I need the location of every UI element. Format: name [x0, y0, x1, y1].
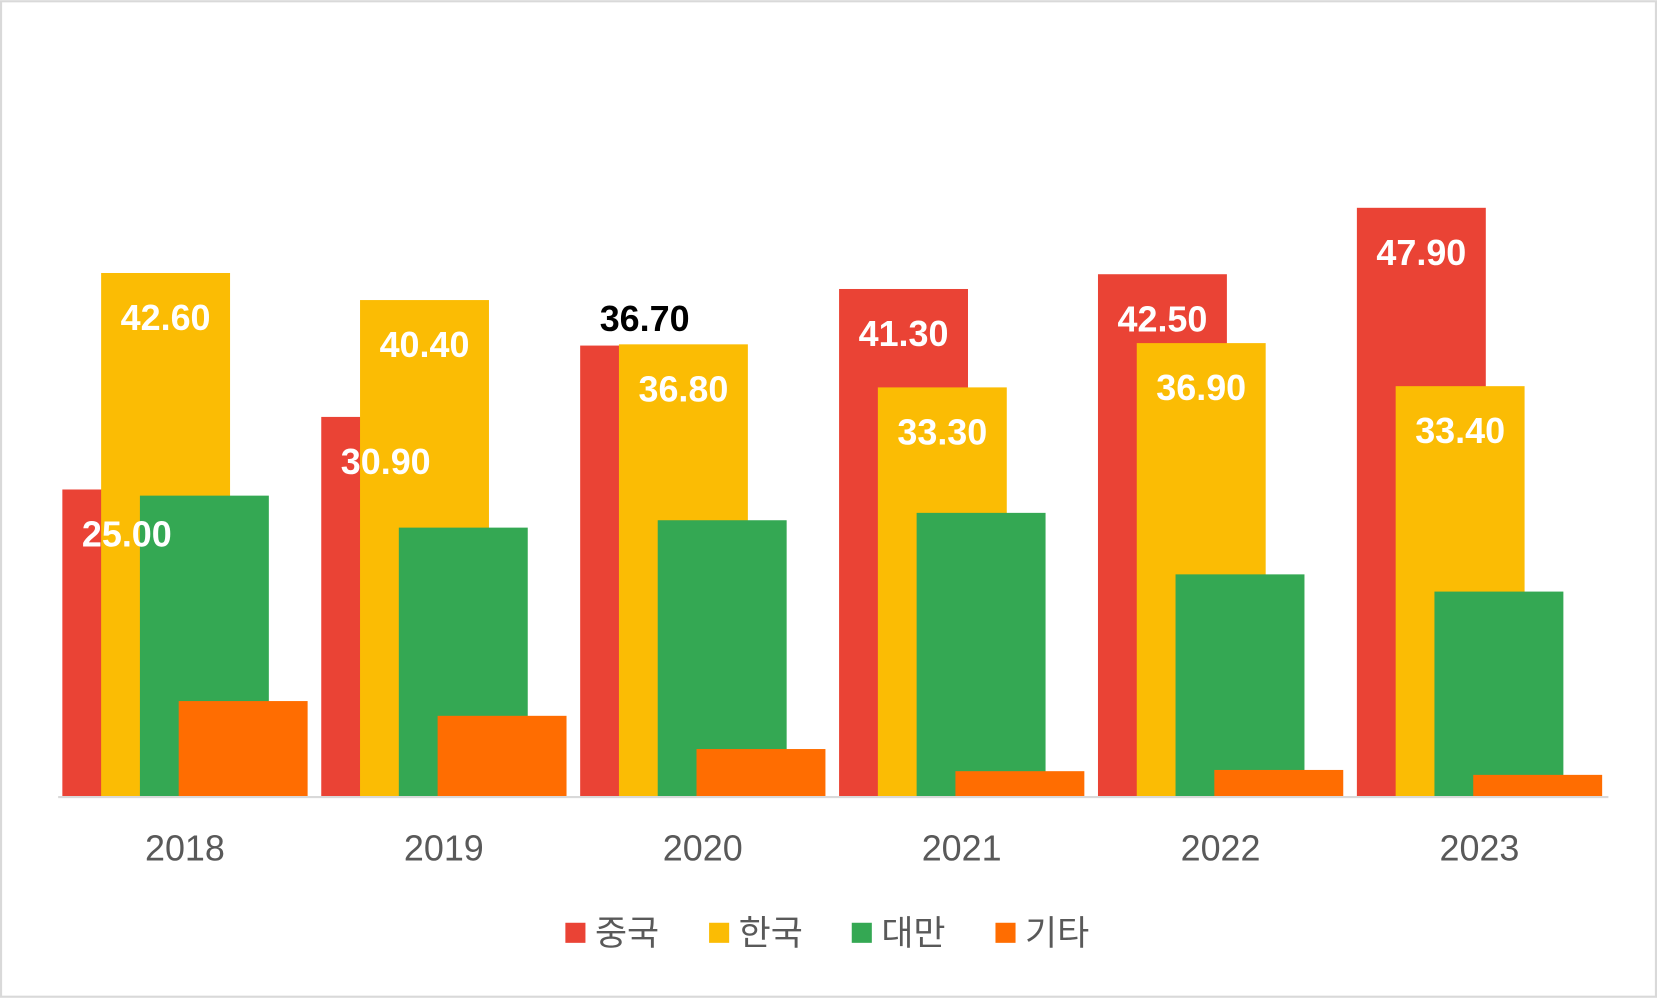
- legend-swatch: [709, 922, 730, 943]
- x-tick-label: 2019: [404, 827, 484, 868]
- bar-2018-series-3: [178, 701, 308, 798]
- bar-2023-series-3: [1473, 774, 1603, 798]
- x-tick-label: 2020: [663, 827, 743, 868]
- bars: [62, 207, 1603, 798]
- data-label-2018-series-1: 42.60: [121, 297, 211, 338]
- x-tick-label: 2022: [1181, 827, 1261, 868]
- bar-2022-series-3: [1214, 769, 1344, 798]
- legend-label: 한국: [739, 914, 803, 953]
- data-label-2021-series-1: 33.30: [897, 411, 987, 452]
- legend-label: 대만: [881, 914, 945, 953]
- data-label-2020-series-1: 36.80: [638, 368, 728, 409]
- x-tick-label: 2018: [145, 827, 225, 868]
- data-label-2022-series-0: 42.50: [1118, 298, 1208, 339]
- bar-2023-series-2: [1434, 591, 1564, 798]
- bar-2019-series-3: [437, 715, 567, 798]
- data-label-2023-series-0: 47.90: [1376, 232, 1466, 273]
- data-labels: 25.00 42.60 30.90 40.40 36.70 36.80 41.30 33.30…: [82, 232, 1505, 555]
- data-label-2018-series-0: 25.00: [82, 514, 172, 555]
- bar-2022-series-2: [1175, 574, 1305, 798]
- data-label-2019-series-0: 30.90: [341, 441, 431, 482]
- legend: 중국 한국 대만 기타: [565, 914, 1089, 953]
- bar-2021-series-2: [916, 512, 1046, 798]
- data-label-2020-series-0: 36.70: [600, 298, 690, 339]
- legend-swatch: [565, 922, 586, 943]
- legend-label: 중국: [595, 914, 659, 953]
- legend-swatch: [995, 922, 1016, 943]
- bar-2021-series-3: [955, 771, 1085, 798]
- data-label-2021-series-0: 41.30: [859, 313, 949, 354]
- x-tick-labels: 2018 2019 2020 2021 2022 2023: [145, 827, 1519, 868]
- data-label-2022-series-1: 36.90: [1156, 367, 1246, 408]
- data-label-2019-series-1: 40.40: [380, 324, 470, 365]
- legend-swatch: [851, 922, 872, 943]
- x-tick-label: 2021: [922, 827, 1002, 868]
- legend-label: 기타: [1025, 914, 1089, 953]
- bar-2020-series-3: [696, 749, 826, 798]
- x-tick-label: 2023: [1440, 827, 1520, 868]
- data-label-2023-series-1: 33.40: [1415, 410, 1505, 451]
